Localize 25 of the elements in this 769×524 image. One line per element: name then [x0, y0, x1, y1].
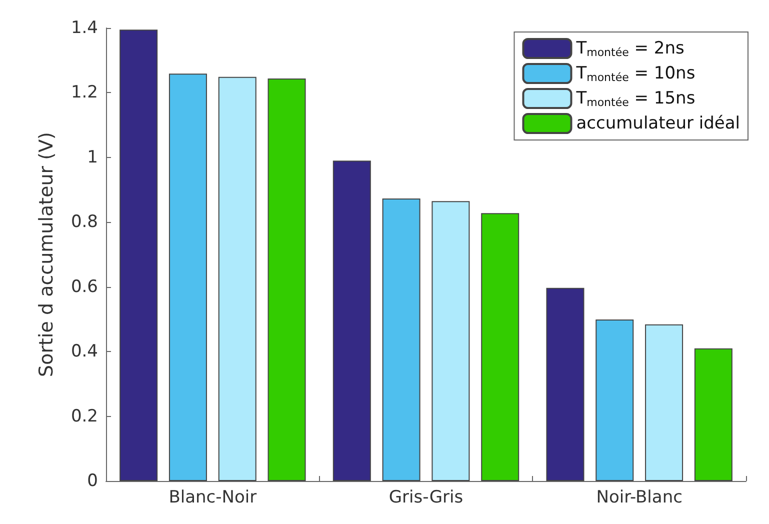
legend-label: accumulateur idéal — [576, 114, 740, 134]
y-tick-label: 1 — [87, 147, 98, 168]
x-tick-label: Gris-Gris — [388, 488, 464, 508]
bar — [382, 198, 420, 481]
bar — [645, 324, 684, 481]
bar — [432, 201, 470, 481]
x-tick-label: Blanc-Noir — [168, 488, 257, 508]
bar — [218, 76, 256, 481]
x-tick-label: Noir-Blanc — [596, 488, 682, 508]
bar — [481, 213, 520, 481]
bar — [596, 320, 634, 481]
bar — [694, 348, 732, 481]
y-axis-title: Sortie d accumulateur (V) — [36, 132, 58, 377]
y-tick-label: 0 — [87, 471, 98, 491]
bar — [546, 288, 584, 481]
y-tick-label: 0.6 — [70, 276, 98, 297]
bar — [268, 78, 306, 481]
bar — [168, 74, 207, 481]
y-tick-label: 0.8 — [70, 212, 98, 232]
y-tick-label: 0.4 — [70, 342, 98, 362]
y-tick-label: 1.2 — [70, 82, 98, 103]
bar — [120, 30, 158, 481]
bar — [332, 160, 371, 481]
y-tick-label: 0.2 — [70, 406, 98, 426]
y-tick-label: 1.4 — [70, 18, 98, 38]
